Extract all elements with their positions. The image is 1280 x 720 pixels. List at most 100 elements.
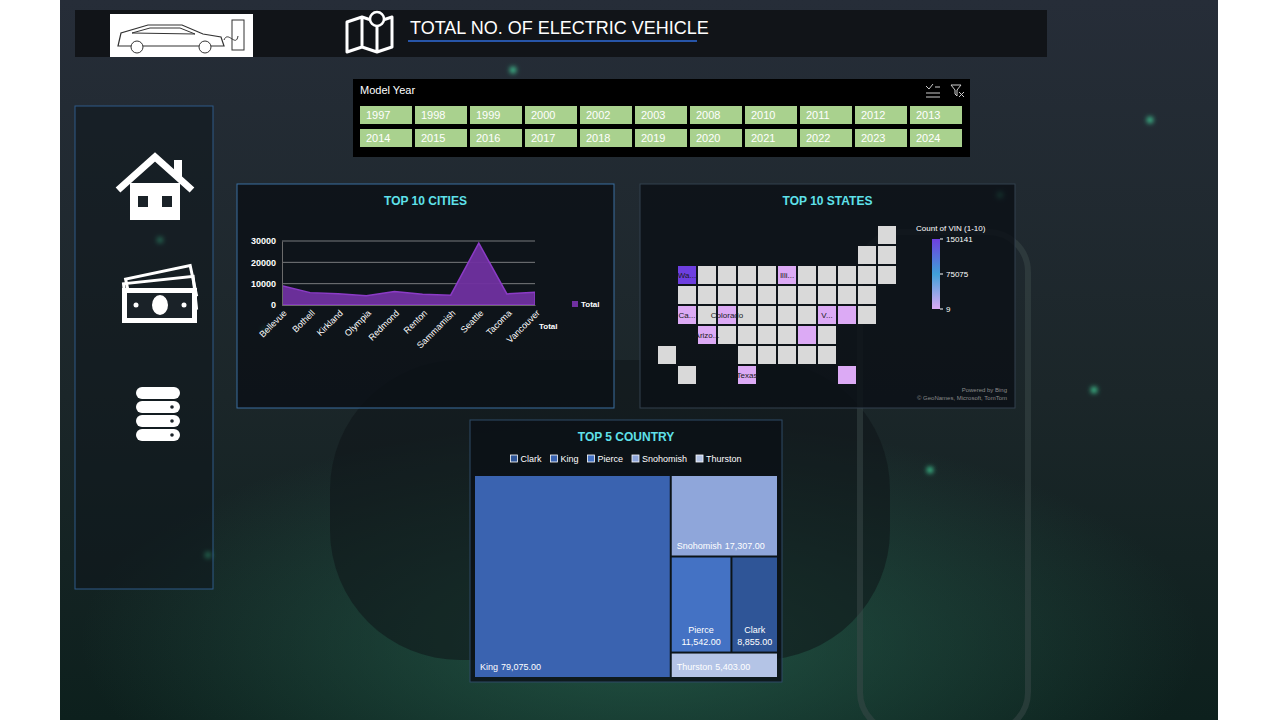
slicer-button[interactable] [910, 129, 962, 147]
money-bill-inner[interactable] [127, 293, 192, 318]
logo-cable [224, 36, 238, 40]
slicer-item[interactable]: 2021 [745, 129, 797, 147]
slicer-button[interactable] [855, 106, 907, 124]
state-tile [798, 306, 816, 324]
slicer-item[interactable]: 1997 [360, 106, 412, 124]
state-tile [758, 286, 776, 304]
slicer-label[interactable]: 2012 [861, 109, 885, 121]
slicer-label[interactable]: 1999 [476, 109, 500, 121]
slicer-label[interactable]: 2013 [916, 109, 940, 121]
slicer-item[interactable]: 2012 [855, 106, 907, 124]
slicer-button[interactable] [415, 129, 467, 147]
slicer-item[interactable]: 2010 [745, 106, 797, 124]
slicer-button[interactable] [470, 106, 522, 124]
slicer-item[interactable]: 2018 [580, 129, 632, 147]
colorbar-tick [940, 309, 943, 310]
dashboard: TOTAL NO. OF ELECTRIC VEHICLEModel Year1… [0, 0, 1280, 720]
slicer-label[interactable]: 2016 [476, 132, 500, 144]
slicer-button[interactable] [800, 129, 852, 147]
slicer-item[interactable]: 2014 [360, 129, 412, 147]
slicer-label[interactable]: 2023 [861, 132, 885, 144]
database-icon[interactable] [136, 387, 180, 441]
slicer-label[interactable]: 1997 [366, 109, 390, 121]
slicer-button[interactable] [800, 106, 852, 124]
slicer-label[interactable]: 1998 [421, 109, 445, 121]
slicer-button[interactable] [855, 129, 907, 147]
slicer-button[interactable] [690, 106, 742, 124]
slicer-item[interactable]: 2003 [635, 106, 687, 124]
database-dot[interactable] [170, 433, 174, 437]
clear-filter-icon[interactable] [951, 85, 964, 97]
slicer-button[interactable] [910, 106, 962, 124]
slicer-item[interactable]: 2000 [525, 106, 577, 124]
slicer-button[interactable] [415, 106, 467, 124]
slicer-label[interactable]: 2015 [421, 132, 445, 144]
slicer-item[interactable]: 2013 [910, 106, 962, 124]
database-dot[interactable] [170, 405, 174, 409]
slicer-button[interactable] [745, 106, 797, 124]
slicer-label[interactable]: 2010 [751, 109, 775, 121]
slicer-button[interactable] [525, 129, 577, 147]
slicer-item[interactable]: 2015 [415, 129, 467, 147]
slicer-button[interactable] [635, 129, 687, 147]
slicer-label[interactable]: 2020 [696, 132, 720, 144]
state-tile [678, 366, 696, 384]
slicer-item[interactable]: 2022 [800, 129, 852, 147]
slicer-label[interactable]: 2000 [531, 109, 555, 121]
slicer-label[interactable]: 2014 [366, 132, 390, 144]
money-icon[interactable] [122, 265, 197, 323]
tick-label: 10000 [251, 279, 276, 289]
slicer-label[interactable]: 2003 [641, 109, 665, 121]
home-icon[interactable] [118, 157, 192, 220]
slicer-label[interactable]: 2017 [531, 132, 555, 144]
slicer-item[interactable]: 2016 [470, 129, 522, 147]
treemap-cell [732, 558, 777, 652]
data-label-name: Snohomish [677, 541, 722, 551]
slicer-button[interactable] [580, 129, 632, 147]
slicer-item[interactable]: 1998 [415, 106, 467, 124]
slicer-item[interactable]: 2019 [635, 129, 687, 147]
slicer-item[interactable]: 2002 [580, 106, 632, 124]
home-window[interactable] [138, 196, 148, 207]
slicer-item[interactable]: 2024 [910, 129, 962, 147]
slicer-button[interactable] [745, 129, 797, 147]
money-dot[interactable] [182, 303, 187, 308]
money-bill[interactable] [122, 288, 197, 323]
database-slab[interactable] [136, 415, 180, 427]
slicer-button[interactable] [360, 106, 412, 124]
slicer-label[interactable]: 2011 [806, 109, 830, 121]
slicer-item[interactable]: 2023 [855, 129, 907, 147]
slicer-button[interactable] [525, 106, 577, 124]
y-axis: 0100002000030000 [251, 236, 283, 310]
slicer-item[interactable]: 1999 [470, 106, 522, 124]
slicer-item[interactable]: 2017 [525, 129, 577, 147]
state-tile [738, 266, 756, 284]
database-slab[interactable] [136, 429, 180, 441]
home-window[interactable] [162, 196, 172, 207]
slicer-button[interactable] [635, 106, 687, 124]
database-dot[interactable] [170, 419, 174, 423]
slicer-item[interactable]: 2008 [690, 106, 742, 124]
slicer-label[interactable]: 2008 [696, 109, 720, 121]
home-chimney[interactable] [174, 160, 182, 178]
slicer-button[interactable] [690, 129, 742, 147]
slicer-label[interactable]: 2002 [586, 109, 610, 121]
slicer-label[interactable]: 2021 [751, 132, 775, 144]
home-body[interactable] [130, 183, 180, 220]
slicer-label[interactable]: 2019 [641, 132, 665, 144]
treemap: King79,075.00Snohomish17,307.00Pierce11,… [475, 476, 777, 677]
slicer-label[interactable]: 2024 [916, 132, 940, 144]
database-slab[interactable] [136, 401, 180, 413]
slicer-item[interactable]: 2020 [690, 129, 742, 147]
slicer-label[interactable]: 2018 [586, 132, 610, 144]
slicer-item[interactable]: 2011 [800, 106, 852, 124]
legend-label: Total [581, 300, 600, 309]
database-slab[interactable] [136, 387, 180, 399]
money-coin[interactable] [152, 295, 168, 315]
tick-label: Renton [402, 308, 430, 336]
slicer-button[interactable] [580, 106, 632, 124]
slicer-label[interactable]: 2022 [806, 132, 830, 144]
slicer-button[interactable] [360, 129, 412, 147]
money-dot[interactable] [134, 303, 139, 308]
slicer-button[interactable] [470, 129, 522, 147]
